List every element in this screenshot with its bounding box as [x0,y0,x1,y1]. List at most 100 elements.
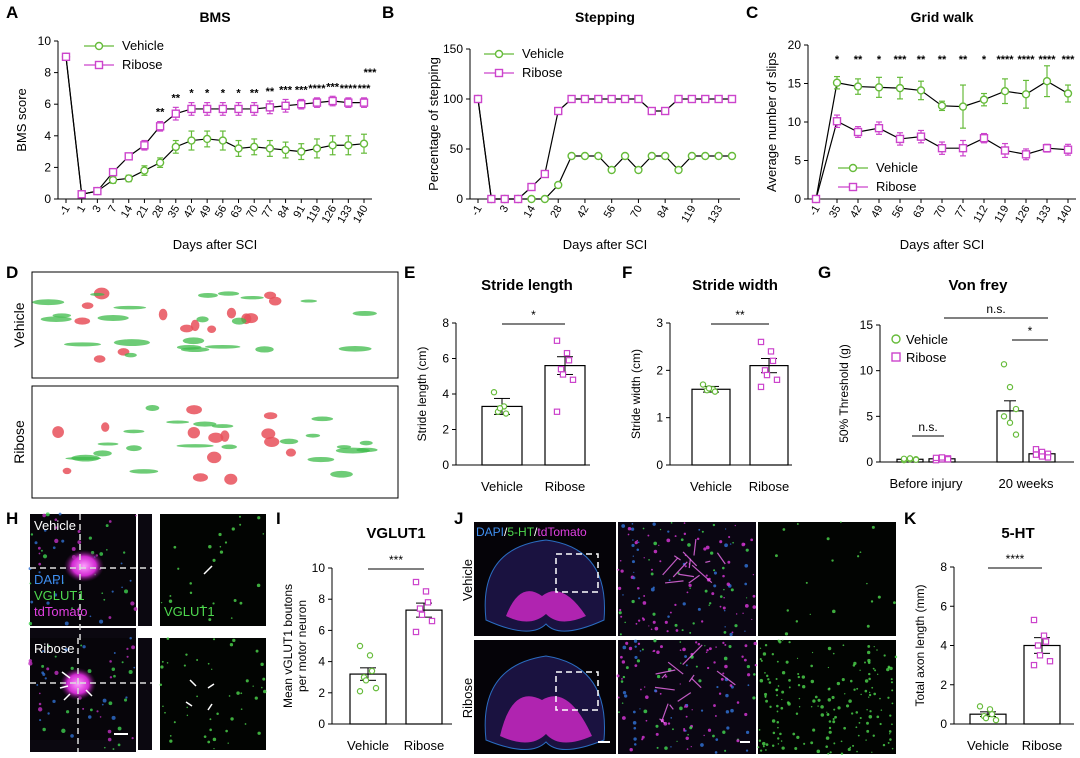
legend-marker-vehicle [94,41,104,51]
section-dot [641,738,644,741]
section-dot [723,596,725,599]
5ht-dot [873,646,875,648]
y-axis-label: Average number of slips [764,52,779,192]
5ht-dot [805,581,808,584]
5ht-dot [848,699,852,703]
legend-label: Ribose [122,57,162,72]
5ht-dot [814,695,818,699]
data-point-vehicle [853,82,863,91]
data-point-ribose [553,337,561,344]
legend-label: Vehicle [522,46,564,61]
panel-letter-k: K [904,509,917,528]
x-tick-label: -1 [469,204,484,218]
section-dot [670,521,673,524]
section-dot [619,633,622,636]
5ht-dot [810,679,815,684]
x-tick-label: 1 [75,204,88,215]
fluorescence-dot [36,683,39,686]
y-axis-label: Mean vGLUT1 boutons [281,584,295,708]
section-dot [696,537,700,541]
significance-mark: * [236,88,241,100]
5ht-dot [853,688,856,691]
5ht-dot [798,697,801,700]
section-dot [633,571,635,574]
section-dot [681,629,684,632]
confocal-panel: Vehicle DAPI VGLUT1 tdTomato VGLUT1 Ribo… [28,512,267,752]
section-dot [695,665,698,668]
x-tick-label: 21 [135,204,152,221]
section-dot [619,655,623,659]
paw-print-green [126,445,142,452]
section-dot [685,715,688,718]
section-dot [716,685,719,689]
5ht-dot [891,689,894,692]
data-point-ribose [763,371,771,379]
section-dot [631,599,635,604]
section-dot [636,586,640,590]
confocal-label-ribose: Ribose [34,641,74,656]
section-vehicle-5ht [758,522,896,636]
x-tick-label: 42 [575,204,592,221]
arrows-vehicle [203,565,213,575]
data-point-vehicle [250,142,259,152]
paw-print-green [182,337,205,345]
section-dot [664,620,668,624]
5ht-dot [866,721,869,725]
section-vehicle-zoom [618,522,756,636]
paw-print-red [261,428,276,440]
5ht-dot [827,752,830,755]
5ht-dot [864,689,868,693]
x-tick-label: Vehicle [967,738,1009,753]
5ht-dot [781,671,786,675]
y-tick-label: 6 [442,352,449,366]
y-tick-label: 8 [442,316,449,330]
5ht-dot [759,658,762,661]
5ht-dot [856,687,859,690]
5ht-dot [827,666,830,669]
section-dot [631,543,635,548]
y-tick-label: 3 [656,316,663,330]
section-dot [731,631,734,634]
confocal-label-vglut1: VGLUT1 [34,588,85,603]
vglut1-dot [216,712,219,716]
vglut1-dot [169,739,173,743]
paw-print-red [268,296,282,306]
section-dot [664,675,668,678]
x-tick-label: Ribose [404,738,444,753]
axon-process [662,557,679,576]
x-axis-label: Days after SCI [900,237,985,252]
x-tick-label: 70 [932,204,949,221]
5ht-dot [859,669,861,671]
5ht-dot [788,641,791,644]
y-tick-label: 6 [44,97,51,111]
section-legend-tdtomato: tdTomato [537,525,587,539]
5ht-dot [853,661,857,666]
paw-print-green [166,420,190,424]
fluorescence-dot [77,610,80,612]
5ht-dot [879,697,881,700]
5ht-dot [880,709,883,711]
y-tick-label: 4 [442,387,449,401]
data-point-vehicle [988,710,996,718]
5ht-dot [762,745,765,748]
section-dot [685,703,689,707]
data-point-ribose [1032,446,1040,453]
section-ribose-zoom [618,640,756,754]
5ht-dot [765,743,769,747]
axon-process [682,644,703,666]
vglut1-dot [189,582,192,585]
panel-letter-g: G [818,263,831,282]
5ht-dot [817,705,819,707]
data-point-ribose [660,106,670,116]
x-tick-label: 119 [304,204,323,225]
axon-process [716,552,726,565]
x-tick-label: 133 [1034,204,1054,226]
data-point-vehicle [607,165,616,175]
data-point-vehicle [265,144,275,153]
chart-title: Stepping [575,9,635,25]
data-point-ribose [187,104,196,114]
5ht-dot [827,646,832,651]
significance-mark: * [221,88,226,100]
significance-mark: n.s. [918,420,937,434]
paw-print-red [81,302,94,309]
